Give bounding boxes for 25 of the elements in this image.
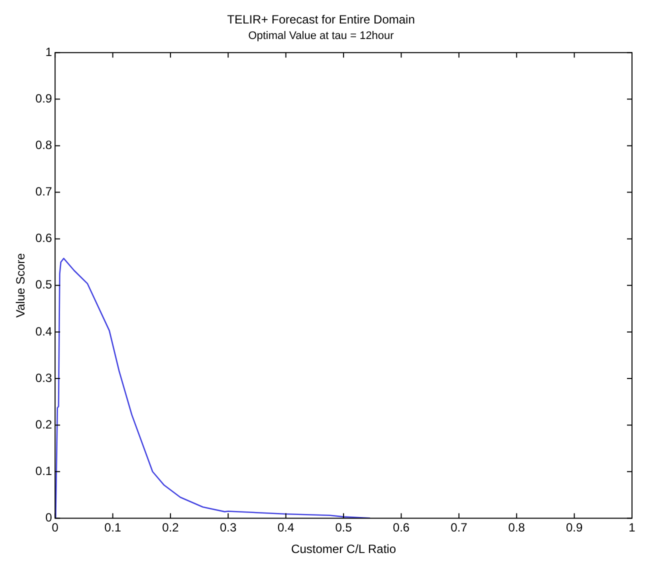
x-tick-label: 0.6 [392,520,410,535]
x-axis-title: Customer C/L Ratio [291,542,396,556]
x-tick-label: 0.8 [508,520,526,535]
chart-subtitle: Optimal Value at tau = 12hour [248,30,394,42]
x-tick-label: 0.5 [335,520,352,535]
y-tick-label: 0.5 [35,278,52,292]
x-tick-label: 0.9 [566,520,583,535]
y-tick-label: 0.9 [35,91,52,106]
y-tick-label: 0.8 [35,138,52,152]
x-tick-label: 1 [628,520,636,535]
y-tick-label: 0.3 [35,370,52,385]
x-tick-label: 0.4 [278,520,295,535]
x-tick-label: 0.7 [450,520,468,535]
chart-title: TELIR+ Forecast for Entire Domain [227,12,415,27]
x-tick-label: 0.3 [220,520,237,535]
y-tick-label: 0.6 [35,231,52,246]
y-tick-label: 1 [45,44,52,59]
x-tick-label: 0.1 [104,520,122,535]
y-tick-label: 0.4 [35,324,52,338]
y-tick-label: 0 [45,510,52,525]
y-tick-label: 0.7 [35,184,52,199]
y-tick-label: 0.1 [35,464,52,478]
y-axis-title: Value Score [14,252,28,318]
y-tick-label: 0.2 [35,417,52,432]
x-tick-label: 0.2 [162,520,180,535]
